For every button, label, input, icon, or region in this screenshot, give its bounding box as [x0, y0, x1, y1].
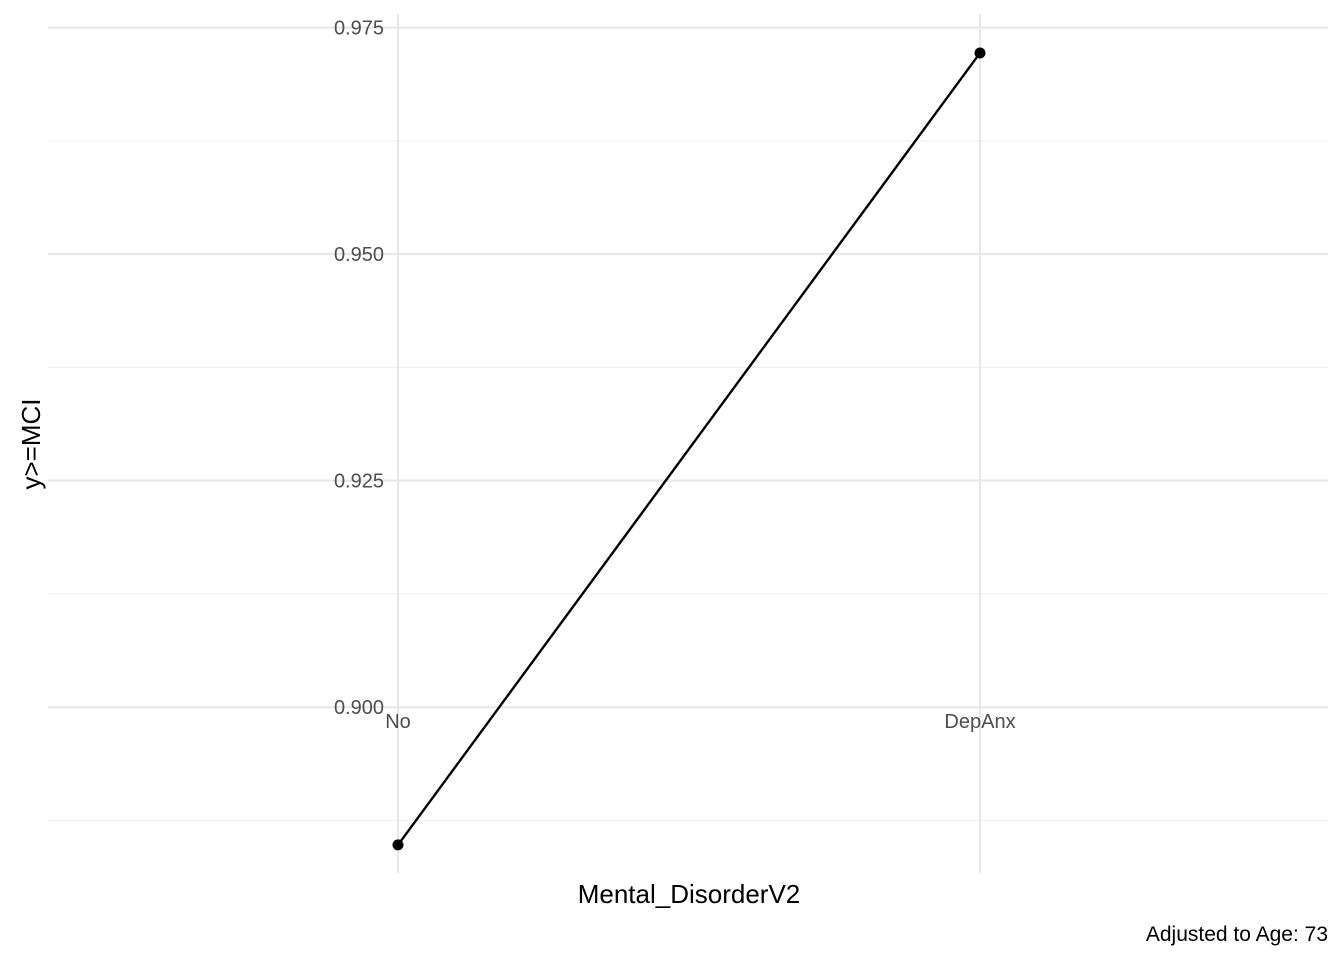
y-tick-label: 0.900 [334, 697, 384, 719]
data-point [392, 839, 404, 851]
x-tick-label: DepAnx [944, 711, 1015, 733]
chart-caption: Adjusted to Age: 73 [1146, 923, 1328, 946]
x-tick-label: No [385, 711, 411, 733]
y-tick-label: 0.925 [334, 471, 384, 493]
gridlines [48, 14, 1328, 873]
x-tick-labels: No DepAnx [385, 711, 1015, 733]
y-tick-label: 0.975 [334, 18, 384, 40]
series-line [397, 52, 981, 846]
data-point [974, 47, 986, 59]
y-tick-labels: 0.900 0.925 0.950 0.975 [334, 18, 384, 720]
series [392, 47, 986, 851]
y-tick-label: 0.950 [334, 244, 384, 266]
x-axis-title: Mental_DisorderV2 [578, 879, 801, 909]
y-axis-title: y>=MCI [16, 398, 46, 489]
